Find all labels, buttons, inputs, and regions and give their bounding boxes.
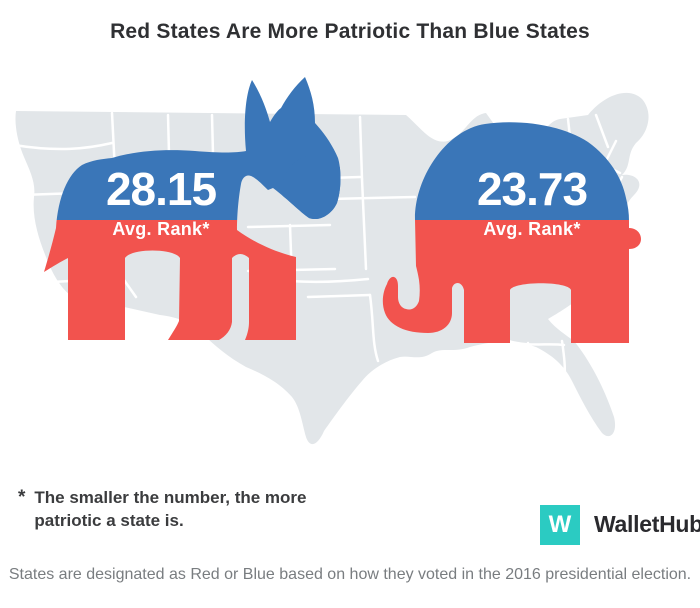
- footnote-text: The smaller the number, the more patriot…: [34, 486, 306, 533]
- republican-elephant-icon: [382, 122, 641, 343]
- blue-states-avg-rank-label: Avg. Rank*: [112, 219, 210, 239]
- wallethub-monogram-letter: W: [548, 511, 572, 538]
- wallethub-wordmark-text: WalletHub: [594, 510, 700, 537]
- footnote-asterisk: *: [18, 487, 26, 508]
- blue-states-stat: 28.15 Avg. Rank*: [61, 166, 261, 240]
- footnote-line-2: patriotic a state is.: [34, 511, 184, 531]
- donkey-muzzle-patch: [282, 155, 341, 225]
- blue-states-avg-rank-value: 28.15: [105, 163, 217, 215]
- wallethub-monogram-icon: W: [540, 505, 580, 545]
- red-states-stat: 23.73 Avg. Rank*: [432, 166, 632, 240]
- footnote: * The smaller the number, the more patri…: [18, 486, 306, 533]
- democratic-donkey-icon: [44, 77, 341, 340]
- wallethub-logo: W WalletHub®: [540, 505, 700, 545]
- red-states-avg-rank-value: 23.73: [476, 163, 588, 215]
- page-title: Red States Are More Patriotic Than Blue …: [110, 20, 590, 43]
- wallethub-wordmark: WalletHub®: [594, 511, 700, 538]
- footnote-line-1: The smaller the number, the more: [34, 488, 307, 507]
- methodology-caption: States are designated as Red or Blue bas…: [8, 566, 692, 583]
- red-states-avg-rank-label: Avg. Rank*: [483, 219, 581, 239]
